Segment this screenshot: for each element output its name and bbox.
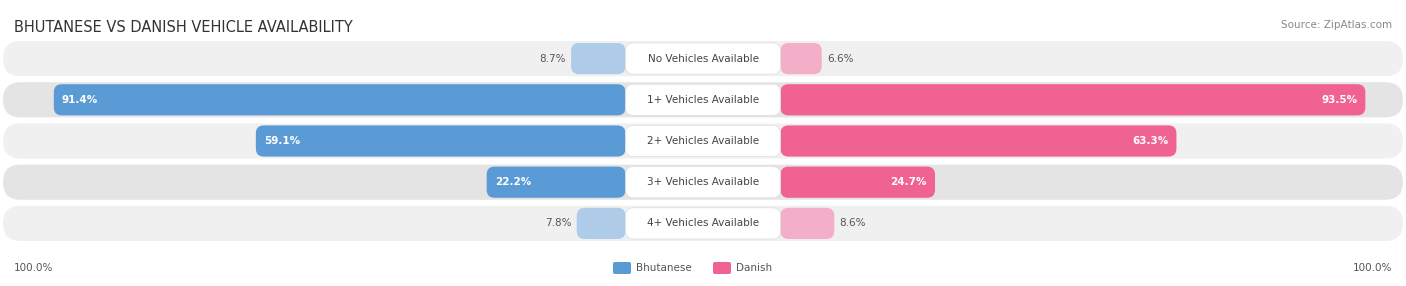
Text: 8.7%: 8.7% <box>540 53 567 63</box>
Text: 1+ Vehicles Available: 1+ Vehicles Available <box>647 95 759 105</box>
FancyBboxPatch shape <box>1 205 1405 242</box>
Text: Bhutanese: Bhutanese <box>636 263 692 273</box>
Text: 4+ Vehicles Available: 4+ Vehicles Available <box>647 219 759 229</box>
Text: 22.2%: 22.2% <box>495 177 531 187</box>
FancyBboxPatch shape <box>626 167 780 198</box>
Text: 2+ Vehicles Available: 2+ Vehicles Available <box>647 136 759 146</box>
Text: 7.8%: 7.8% <box>546 219 572 229</box>
Text: 100.0%: 100.0% <box>14 263 53 273</box>
Text: 93.5%: 93.5% <box>1322 95 1357 105</box>
FancyBboxPatch shape <box>713 262 731 274</box>
FancyBboxPatch shape <box>780 125 1177 157</box>
FancyBboxPatch shape <box>1 40 1405 77</box>
Text: 100.0%: 100.0% <box>1353 263 1392 273</box>
FancyBboxPatch shape <box>626 208 780 239</box>
Text: 24.7%: 24.7% <box>890 177 927 187</box>
FancyBboxPatch shape <box>626 125 780 157</box>
FancyBboxPatch shape <box>53 84 626 115</box>
FancyBboxPatch shape <box>626 84 780 115</box>
FancyBboxPatch shape <box>256 125 626 157</box>
FancyBboxPatch shape <box>780 43 821 74</box>
Text: Danish: Danish <box>735 263 772 273</box>
FancyBboxPatch shape <box>486 167 626 198</box>
FancyBboxPatch shape <box>780 84 1365 115</box>
FancyBboxPatch shape <box>780 208 834 239</box>
FancyBboxPatch shape <box>780 167 935 198</box>
Text: BHUTANESE VS DANISH VEHICLE AVAILABILITY: BHUTANESE VS DANISH VEHICLE AVAILABILITY <box>14 20 353 35</box>
FancyBboxPatch shape <box>571 43 626 74</box>
FancyBboxPatch shape <box>626 43 780 74</box>
Text: 6.6%: 6.6% <box>827 53 853 63</box>
FancyBboxPatch shape <box>1 164 1405 201</box>
FancyBboxPatch shape <box>613 262 631 274</box>
Text: No Vehicles Available: No Vehicles Available <box>648 53 758 63</box>
Text: 63.3%: 63.3% <box>1132 136 1168 146</box>
FancyBboxPatch shape <box>1 81 1405 118</box>
Text: 59.1%: 59.1% <box>264 136 299 146</box>
Text: 3+ Vehicles Available: 3+ Vehicles Available <box>647 177 759 187</box>
Text: Source: ZipAtlas.com: Source: ZipAtlas.com <box>1281 20 1392 30</box>
Text: 8.6%: 8.6% <box>839 219 866 229</box>
Text: 91.4%: 91.4% <box>62 95 98 105</box>
FancyBboxPatch shape <box>576 208 626 239</box>
FancyBboxPatch shape <box>1 122 1405 160</box>
